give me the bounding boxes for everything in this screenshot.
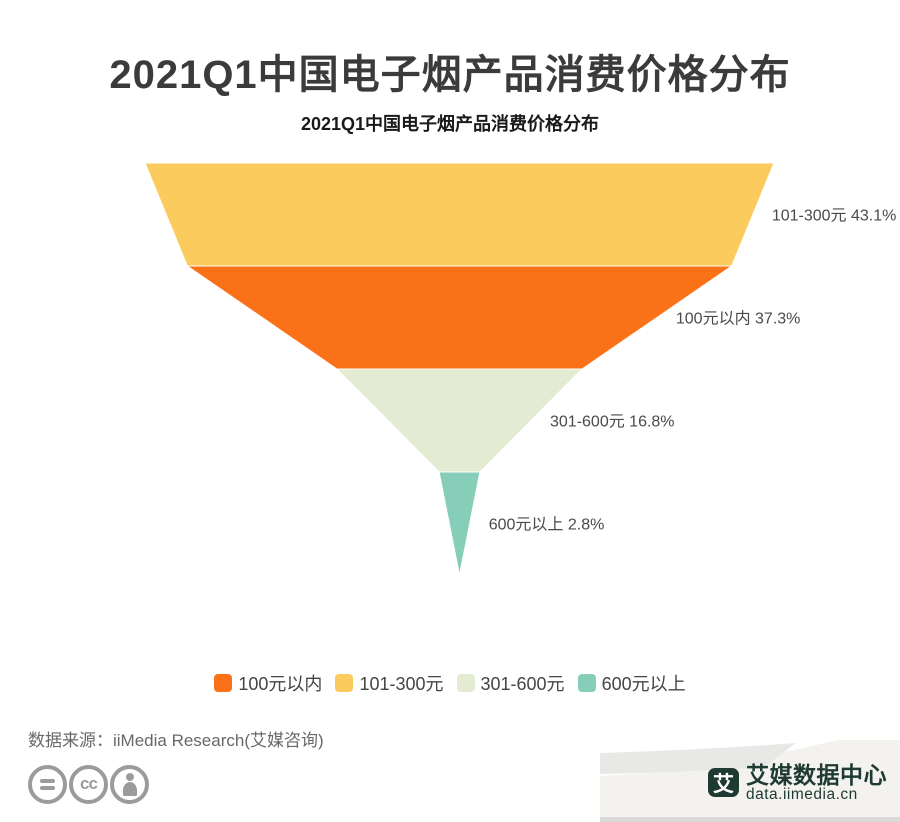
legend-label: 100元以内	[238, 674, 323, 694]
funnel-segment-label: 301-600元 16.8%	[550, 414, 675, 431]
footer-brand-area: 艾 艾媒数据中心 data.iimedia.cn	[600, 740, 900, 822]
funnel-segment-label: 600元以上 2.8%	[489, 516, 605, 534]
person-icon-body	[122, 782, 137, 796]
cc-icon[interactable]: cc	[69, 765, 108, 804]
legend-item-100元以内[interactable]: 100元以内	[214, 670, 322, 696]
funnel-segment-label: 100元以内 37.3%	[676, 310, 801, 328]
brand-url: data.iimedia.cn	[746, 786, 858, 804]
swoosh-decoration	[600, 740, 900, 822]
legend-item-301-600元[interactable]: 301-600元	[456, 670, 565, 696]
cc-icon-text: cc	[80, 774, 98, 793]
funnel-chart: 101-300元 43.1% 100元以内 37.3% 301-600元 16.8%…	[144, 162, 898, 576]
legend-swatch	[335, 674, 354, 692]
legend-label: 301-600元	[480, 674, 565, 694]
legend-item-101-300元[interactable]: 101-300元	[335, 670, 444, 696]
iimedia-brand-text: 艾媒数据中心 data.iimedia.cn	[746, 763, 887, 803]
iimedia-brand-logo[interactable]: 艾 艾媒数据中心 data.iimedia.cn	[708, 763, 887, 803]
funnel-segment-3[interactable]	[335, 368, 584, 473]
legend-swatch	[214, 674, 233, 692]
license-icons: cc	[28, 765, 149, 804]
funnel-segment-4[interactable]	[438, 471, 481, 576]
data-source-text: 数据来源：iiMedia Research(艾媒咨询)	[28, 731, 324, 750]
legend-swatch	[456, 674, 475, 692]
chart-title: 2021Q1中国电子烟产品消费价格分布	[300, 114, 600, 134]
equals-bar-top	[40, 779, 55, 783]
legend-swatch	[577, 674, 596, 692]
person-icon-head	[125, 773, 134, 781]
legend-label: 101-300元	[359, 674, 444, 694]
person-icon[interactable]	[110, 765, 149, 804]
chart-legend: 100元以内 101-300元 301-600元 600元以上	[0, 670, 900, 696]
funnel-segment-1[interactable]	[144, 162, 775, 267]
funnel-segment-2[interactable]	[185, 265, 734, 370]
page-title: 2021Q1中国电子烟产品消费价格分布	[109, 53, 791, 97]
legend-item-600元以上[interactable]: 600元以上	[577, 670, 686, 696]
legend-label: 600元以上	[601, 674, 686, 694]
funnel-segment-label: 101-300元 43.1%	[772, 208, 897, 225]
equals-bar-bottom	[40, 786, 55, 790]
iimedia-logo-icon: 艾	[708, 768, 739, 798]
brand-name: 艾媒数据中心	[746, 762, 887, 788]
equals-icon[interactable]	[28, 765, 67, 804]
